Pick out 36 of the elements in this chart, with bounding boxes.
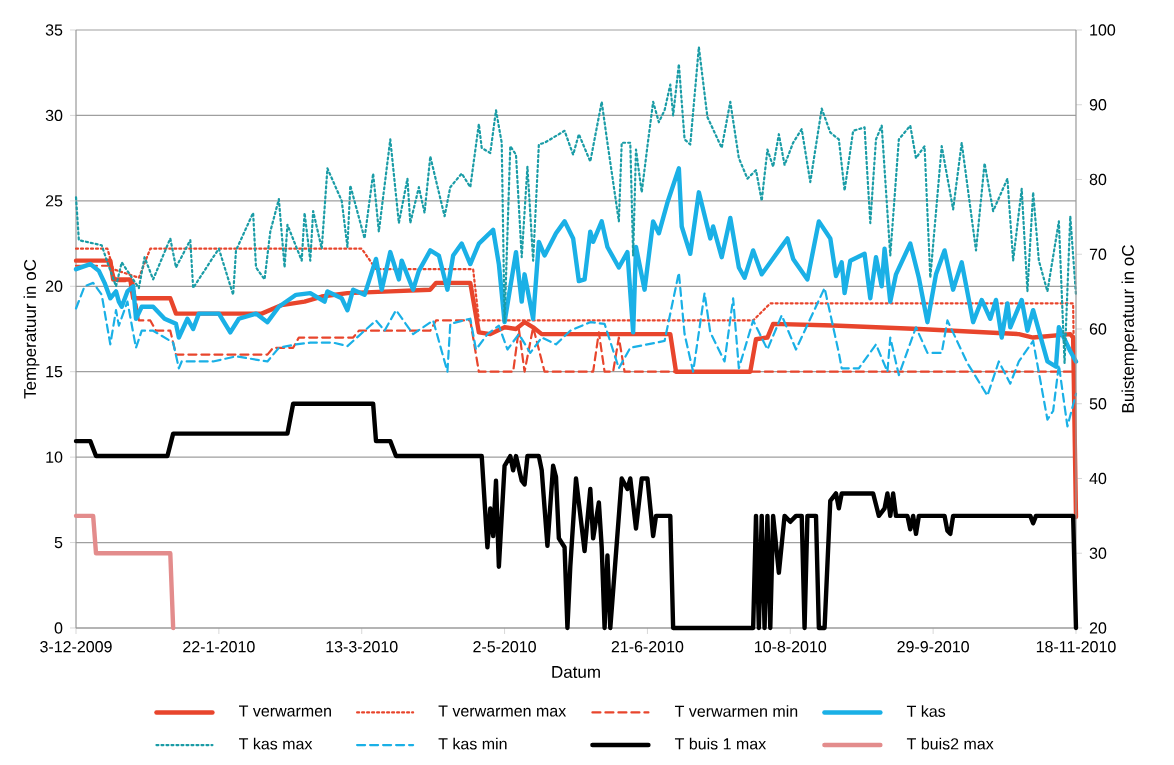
y2-axis-title: Buistemperatuur in oC	[1121, 245, 1138, 413]
y2-tick-label: 100	[1090, 24, 1116, 36]
y-tick-label: 10	[46, 451, 63, 463]
y2-tick-label: 70	[1089, 248, 1107, 260]
x-tick-label: 13-3-2010	[326, 641, 398, 653]
y-tick-label: 0	[54, 622, 63, 634]
y-tick-label: 35	[45, 24, 63, 36]
y2-tick-label: 40	[1089, 472, 1107, 485]
x-tick-label: 29-9-2010	[897, 641, 969, 653]
y-tick-label: 15	[46, 366, 63, 378]
legend-label: T kas min	[438, 737, 507, 750]
y2-tick-label: 50	[1089, 398, 1107, 410]
y-tick-label: 30	[45, 109, 63, 122]
legend-label: T verwarmen min	[674, 705, 798, 717]
y-tick-label: 5	[54, 536, 63, 549]
legend-label: T buis2 max	[906, 737, 994, 750]
y2-tick-label: 80	[1089, 173, 1107, 186]
x-tick-label: 18-11-2010	[1036, 641, 1116, 653]
x-tick-label: 2-5-2010	[473, 641, 536, 653]
x-tick-label: 21-6-2010	[611, 641, 684, 653]
y-axis-title: Temperatuur in oC	[23, 259, 40, 399]
y-tick-label: 25	[45, 195, 63, 207]
y2-tick-label: 30	[1089, 547, 1107, 559]
y2-tick-label: 20	[1089, 622, 1107, 634]
x-axis-title: Datum	[552, 666, 600, 678]
legend-label: T verwarmen max	[438, 705, 567, 717]
x-tick-label: 3-12-2009	[40, 641, 112, 653]
legend-label: T kas max	[239, 737, 313, 750]
x-tick-label: 10-8-2010	[755, 641, 827, 653]
legend-label: T verwarmen	[239, 705, 331, 717]
y2-tick-label: 90	[1089, 99, 1107, 111]
y-tick-label: 20	[45, 280, 63, 292]
legend-label: T buis 1 max	[674, 737, 767, 750]
legend-label: T kas	[906, 705, 946, 717]
x-tick-label: 22-1-2010	[183, 641, 255, 653]
y2-tick-label: 60	[1089, 323, 1107, 335]
